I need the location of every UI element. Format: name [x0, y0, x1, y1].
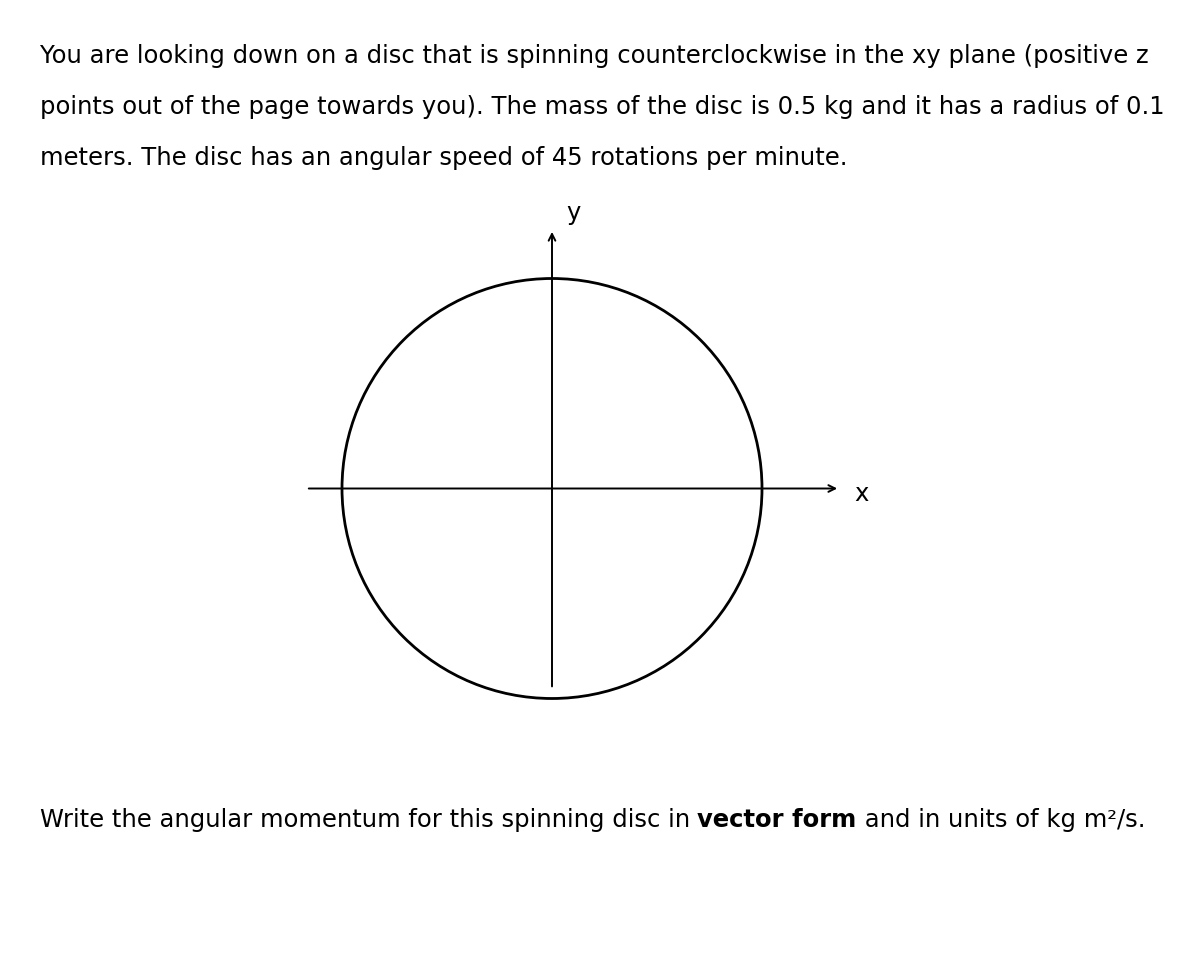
Text: You are looking down on a disc that is spinning counterclockwise in the xy plane: You are looking down on a disc that is s…: [40, 44, 1148, 68]
Text: points out of the page towards you). The mass of the disc is 0.5 kg and it has a: points out of the page towards you). The…: [40, 95, 1164, 119]
Text: meters. The disc has an angular speed of 45 rotations per minute.: meters. The disc has an angular speed of…: [40, 146, 847, 170]
Text: y: y: [566, 200, 581, 225]
Text: vector form: vector form: [697, 807, 857, 831]
Text: Write the angular momentum for this spinning disc in: Write the angular momentum for this spin…: [40, 807, 697, 831]
Text: and in units of kg m²/s.: and in units of kg m²/s.: [857, 807, 1145, 831]
Text: x: x: [854, 482, 869, 506]
